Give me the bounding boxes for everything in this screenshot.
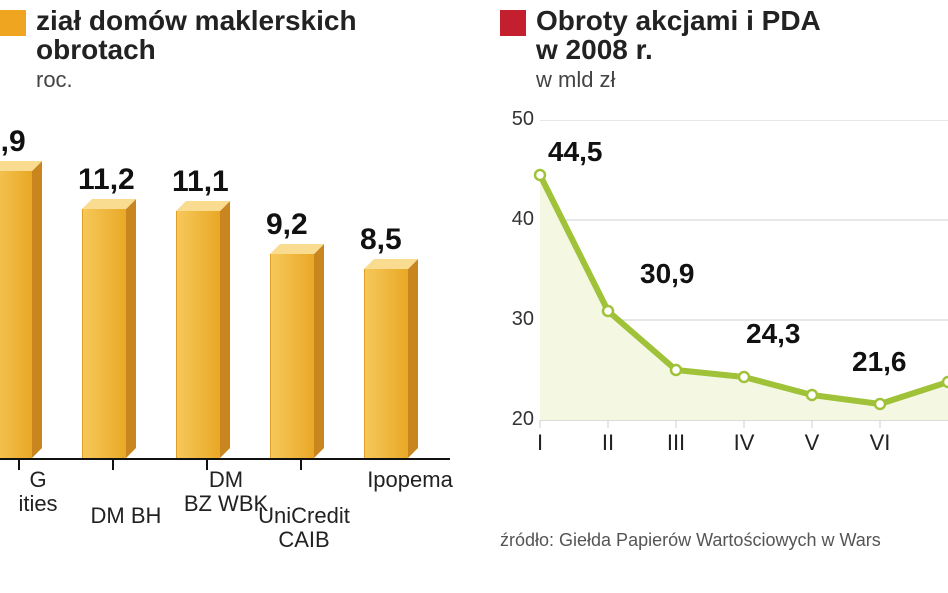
point-value-label: 24,3: [746, 318, 801, 350]
bar-chart-panel: ział domów maklerskich obrotach roc. 2,9…: [0, 0, 460, 593]
chart-bar: [0, 171, 42, 458]
chart-bar: [364, 269, 418, 458]
line-title-marker: [500, 10, 526, 36]
line-title: Obroty akcjami i PDA w 2008 r.: [536, 6, 821, 65]
chart-bar: [82, 209, 136, 458]
line-chart-area: 20304050IIIIIIIVVVI44,530,924,321,6: [500, 120, 948, 460]
bar-value-label: 2,9: [0, 125, 104, 159]
bar-chart-area: 2,911,211,19,28,5: [0, 120, 460, 460]
bar-value-label: 11,1: [172, 165, 292, 199]
bar-category-label: Ipopema: [350, 468, 470, 492]
chart-bar: [270, 254, 324, 458]
bar-tick: [112, 460, 114, 470]
y-axis-label: 40: [500, 208, 534, 231]
line-title-row: Obroty akcjami i PDA w 2008 r. w mld zł: [500, 0, 948, 93]
bar-title-marker: [0, 10, 26, 36]
x-axis-label: I: [515, 430, 565, 456]
y-axis-label: 30: [500, 308, 534, 331]
bar-baseline: [0, 458, 450, 460]
line-chart-panel: Obroty akcjami i PDA w 2008 r. w mld zł …: [500, 0, 948, 593]
x-axis-label: VI: [855, 430, 905, 456]
bar-value-label: 8,5: [360, 223, 480, 257]
chart-bar: [176, 211, 230, 458]
x-axis-label: V: [787, 430, 837, 456]
bar-title: ział domów maklerskich obrotach: [36, 6, 357, 65]
bar-title-row: ział domów maklerskich obrotach roc.: [0, 0, 460, 93]
x-axis-label: IV: [719, 430, 769, 456]
point-value-label: 44,5: [548, 136, 603, 168]
y-axis-label: 20: [500, 408, 534, 431]
bar-tick: [300, 460, 302, 470]
line-subtitle: w mld zł: [536, 67, 821, 93]
x-axis-label: II: [583, 430, 633, 456]
y-axis-label: 50: [500, 108, 534, 131]
line-chart-svg: [500, 120, 948, 460]
x-axis-label: III: [651, 430, 701, 456]
bar-subtitle: roc.: [36, 67, 357, 93]
point-value-label: 21,6: [852, 346, 907, 378]
point-value-label: 30,9: [640, 258, 695, 290]
source-text: źródło: Giełda Papierów Wartościowych w …: [500, 530, 881, 551]
bar-category-label: UniCredit CAIB: [244, 504, 364, 552]
